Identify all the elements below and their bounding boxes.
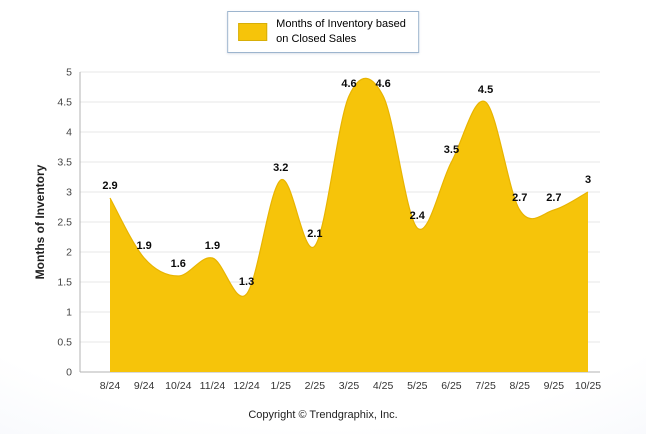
y-tick-label: 4 <box>66 127 72 139</box>
x-tick-label: 10/24 <box>165 380 191 392</box>
data-labels: 2.9 1.9 1.6 1.9 1.3 3.2 2.1 4.6 4.6 2.4 3.5 4.5 2.7 2… <box>102 78 591 288</box>
x-tick-label: 8/25 <box>509 380 530 392</box>
data-label: 2.1 <box>307 228 322 240</box>
x-tick-label: 12/24 <box>233 380 259 392</box>
data-label: 2.4 <box>410 210 426 222</box>
data-label: 2.9 <box>102 180 117 192</box>
y-tick-label: 2 <box>66 247 72 259</box>
x-tick-label: 4/25 <box>373 380 394 392</box>
y-tick-label: 3 <box>66 187 72 199</box>
area-outline <box>109 77 589 297</box>
data-label: 2.7 <box>512 192 527 204</box>
legend-swatch <box>238 22 268 41</box>
data-label: 4.6 <box>341 78 356 90</box>
legend-label: Months of Inventory based on Closed Sale… <box>276 17 406 47</box>
data-label: 3 <box>585 174 591 186</box>
y-tick-labels: 0 0.5 1 1.5 2 2.5 3 3.5 4 4.5 5 <box>57 67 72 379</box>
legend-label-line1: Months of Inventory based <box>276 18 406 30</box>
x-tick-labels: 8/24 9/24 10/24 11/24 12/24 1/25 2/25 3/25 4/25 5… <box>100 380 602 392</box>
area-fill <box>110 78 588 372</box>
x-tick-label: 1/25 <box>270 380 291 392</box>
data-label: 4.5 <box>478 84 493 96</box>
data-label: 2.7 <box>546 192 561 204</box>
data-label: 1.3 <box>239 276 254 288</box>
x-tick-label: 7/25 <box>475 380 496 392</box>
legend: Months of Inventory based on Closed Sale… <box>227 11 419 53</box>
data-label: 1.9 <box>205 240 220 252</box>
x-tick-label: 10/25 <box>575 380 601 392</box>
y-tick-label: 0.5 <box>57 337 72 349</box>
data-label: 1.6 <box>171 258 186 270</box>
y-tick-label: 0 <box>66 367 72 379</box>
y-tick-label: 2.5 <box>57 217 72 229</box>
y-tick-label: 1.5 <box>57 277 72 289</box>
data-label: 4.6 <box>375 78 390 90</box>
y-tick-label: 1 <box>66 307 72 319</box>
y-tick-label: 4.5 <box>57 97 72 109</box>
y-tick-label: 3.5 <box>57 157 72 169</box>
x-tick-label: 11/24 <box>200 380 226 392</box>
x-tick-label: 9/25 <box>544 380 565 392</box>
x-tick-label: 8/24 <box>100 380 121 392</box>
data-label: 1.9 <box>136 240 151 252</box>
legend-label-line2: on Closed Sales <box>276 32 357 45</box>
x-tick-label: 9/24 <box>134 380 155 392</box>
x-tick-label: 6/25 <box>441 380 462 392</box>
data-label: 3.2 <box>273 162 288 174</box>
copyright-text: Copyright © Trendgraphix, Inc. <box>248 409 398 421</box>
data-label: 3.5 <box>444 144 459 156</box>
y-tick-label: 5 <box>66 67 72 79</box>
x-tick-label: 2/25 <box>305 380 326 392</box>
x-tick-label: 3/25 <box>339 380 360 392</box>
x-tick-label: 5/25 <box>407 380 428 392</box>
